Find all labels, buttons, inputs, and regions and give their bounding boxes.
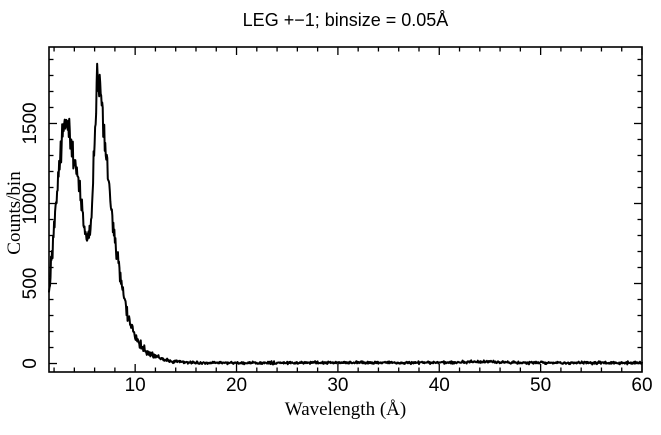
- y-tick-labels: 0 500 1000 1500: [20, 102, 41, 368]
- plot-frame: [48, 46, 643, 373]
- y-axis-title-text: Counts/bin: [4, 171, 25, 255]
- spectrum-line: [48, 62, 643, 366]
- y-tick-label: 500: [20, 268, 41, 300]
- x-tick-label: 10: [125, 375, 146, 396]
- x-tick-label: 40: [429, 375, 450, 396]
- x-tick-label: 30: [327, 375, 348, 396]
- y-tick-label: 1500: [20, 102, 41, 144]
- x-tick-label: 50: [530, 375, 551, 396]
- chart-title: LEG +−1; binsize = 0.05Å: [242, 10, 449, 30]
- data-curve: [48, 62, 643, 366]
- x-tick-label: 60: [631, 375, 652, 396]
- y-tick-label: 0: [20, 358, 41, 369]
- axis-ticks: [49, 47, 643, 372]
- x-axis-title: Wavelength (Å): [284, 399, 407, 420]
- y-tick-label: 1000: [20, 182, 41, 224]
- x-tick-label: 20: [226, 375, 247, 396]
- x-tick-labels: 10 20 30 40 50 60: [125, 375, 653, 396]
